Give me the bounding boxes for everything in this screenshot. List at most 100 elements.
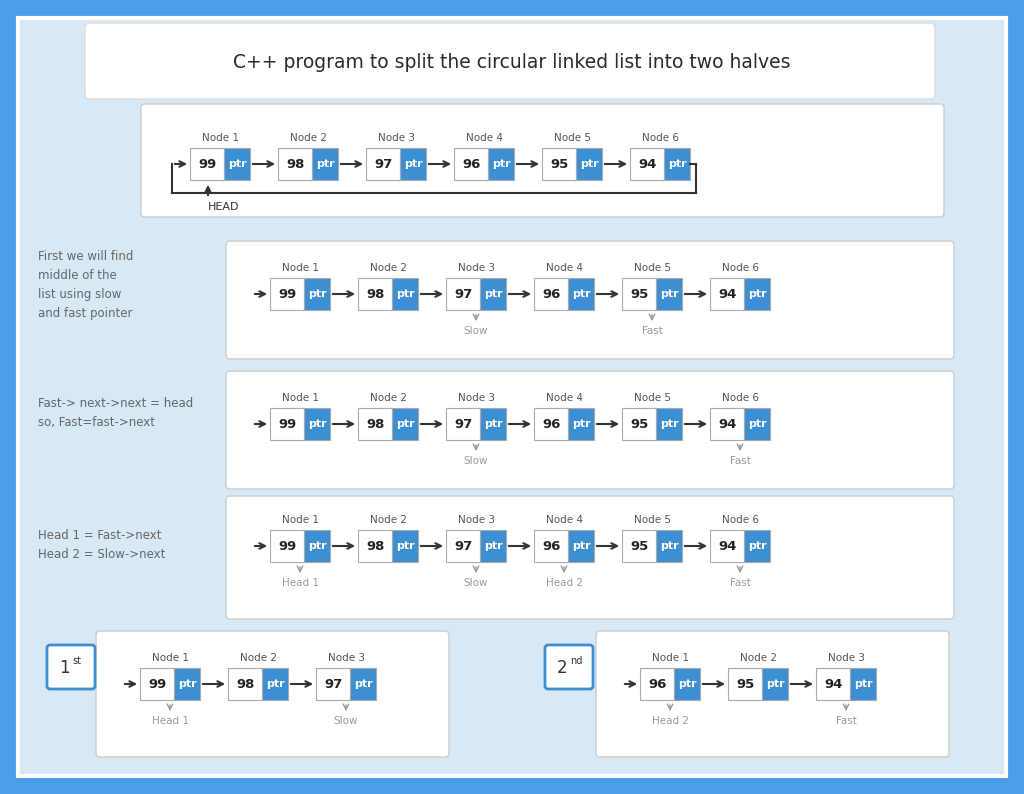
Text: Node 3: Node 3	[827, 653, 864, 663]
Bar	[392, 408, 418, 440]
Text: Fast: Fast	[729, 456, 751, 466]
Text: Node 2: Node 2	[370, 515, 407, 525]
Text: Node 6: Node 6	[722, 393, 759, 403]
Text: Node 2: Node 2	[290, 133, 327, 143]
Text: 95: 95	[630, 539, 648, 553]
Text: 99: 99	[148, 677, 166, 691]
Bar	[850, 668, 876, 700]
Text: 95: 95	[736, 677, 755, 691]
Bar	[640, 668, 674, 700]
Text: Node 6: Node 6	[722, 263, 759, 273]
Text: st: st	[72, 656, 81, 666]
Text: Node 6: Node 6	[722, 515, 759, 525]
Bar	[262, 668, 288, 700]
Bar	[174, 668, 200, 700]
Text: Slow: Slow	[464, 326, 488, 336]
FancyBboxPatch shape	[596, 631, 949, 757]
FancyBboxPatch shape	[226, 241, 954, 359]
Bar	[480, 278, 506, 310]
Text: ptr: ptr	[659, 289, 679, 299]
Text: Head 2: Head 2	[546, 578, 583, 588]
Text: ptr: ptr	[227, 159, 247, 169]
Bar	[534, 530, 568, 562]
Text: ptr: ptr	[580, 159, 598, 169]
FancyBboxPatch shape	[96, 631, 449, 757]
Bar	[400, 148, 426, 180]
Text: 94: 94	[718, 287, 736, 300]
Text: 99: 99	[278, 539, 296, 553]
Bar	[577, 148, 602, 180]
Text: 96: 96	[542, 287, 560, 300]
Text: Node 5: Node 5	[634, 515, 671, 525]
Text: ptr: ptr	[492, 159, 510, 169]
Bar	[316, 668, 350, 700]
Bar	[656, 530, 682, 562]
Text: Node 2: Node 2	[370, 263, 407, 273]
Text: Node 3: Node 3	[378, 133, 415, 143]
FancyBboxPatch shape	[226, 371, 954, 489]
Text: ptr: ptr	[854, 679, 872, 689]
Text: ptr: ptr	[571, 419, 591, 429]
Bar	[366, 148, 400, 180]
Text: ptr: ptr	[178, 679, 197, 689]
Text: ptr: ptr	[396, 541, 415, 551]
Bar	[312, 148, 338, 180]
Bar	[224, 148, 250, 180]
Text: Node 1: Node 1	[282, 515, 318, 525]
Bar	[228, 668, 262, 700]
Bar	[710, 408, 744, 440]
Text: ptr: ptr	[396, 419, 415, 429]
FancyBboxPatch shape	[545, 645, 593, 689]
Text: 94: 94	[718, 539, 736, 553]
Text: 98: 98	[236, 677, 254, 691]
Text: 99: 99	[198, 157, 216, 171]
Bar	[190, 148, 224, 180]
Text: nd: nd	[570, 656, 583, 666]
Bar	[270, 530, 304, 562]
Text: ptr: ptr	[748, 541, 766, 551]
Bar	[304, 408, 330, 440]
Text: Head 1: Head 1	[282, 578, 318, 588]
Text: ptr: ptr	[353, 679, 373, 689]
Text: 98: 98	[286, 157, 304, 171]
Text: ptr: ptr	[308, 289, 327, 299]
Text: 97: 97	[324, 677, 342, 691]
Text: 97: 97	[374, 157, 392, 171]
FancyBboxPatch shape	[85, 23, 935, 99]
Text: ptr: ptr	[308, 541, 327, 551]
Text: Node 2: Node 2	[370, 393, 407, 403]
Text: ptr: ptr	[659, 541, 679, 551]
Text: 94: 94	[824, 677, 843, 691]
Bar	[392, 278, 418, 310]
Bar	[304, 278, 330, 310]
Text: Node 3: Node 3	[328, 653, 365, 663]
Bar	[728, 668, 762, 700]
Bar	[350, 668, 376, 700]
Bar	[542, 148, 577, 180]
Text: 1: 1	[58, 659, 70, 677]
Text: ptr: ptr	[403, 159, 423, 169]
Text: Node 4: Node 4	[466, 133, 503, 143]
Text: Node 5: Node 5	[634, 263, 671, 273]
Bar	[454, 148, 488, 180]
Bar	[622, 530, 656, 562]
Text: 95: 95	[630, 418, 648, 430]
Text: ptr: ptr	[748, 419, 766, 429]
Text: 96: 96	[462, 157, 480, 171]
Bar	[278, 148, 312, 180]
Text: ptr: ptr	[748, 289, 766, 299]
Text: Fast: Fast	[836, 716, 856, 726]
Bar	[446, 278, 480, 310]
Bar	[568, 278, 594, 310]
Text: ptr: ptr	[483, 419, 503, 429]
Text: ptr: ptr	[396, 289, 415, 299]
Text: Fast: Fast	[729, 578, 751, 588]
Bar	[358, 408, 392, 440]
Text: ptr: ptr	[315, 159, 335, 169]
Bar	[446, 408, 480, 440]
Text: Node 3: Node 3	[458, 263, 495, 273]
Text: Fast-> next->next = head
so, Fast=fast->next: Fast-> next->next = head so, Fast=fast->…	[38, 397, 194, 429]
Text: Head 2: Head 2	[651, 716, 688, 726]
Text: 98: 98	[366, 418, 384, 430]
Text: Node 5: Node 5	[554, 133, 591, 143]
